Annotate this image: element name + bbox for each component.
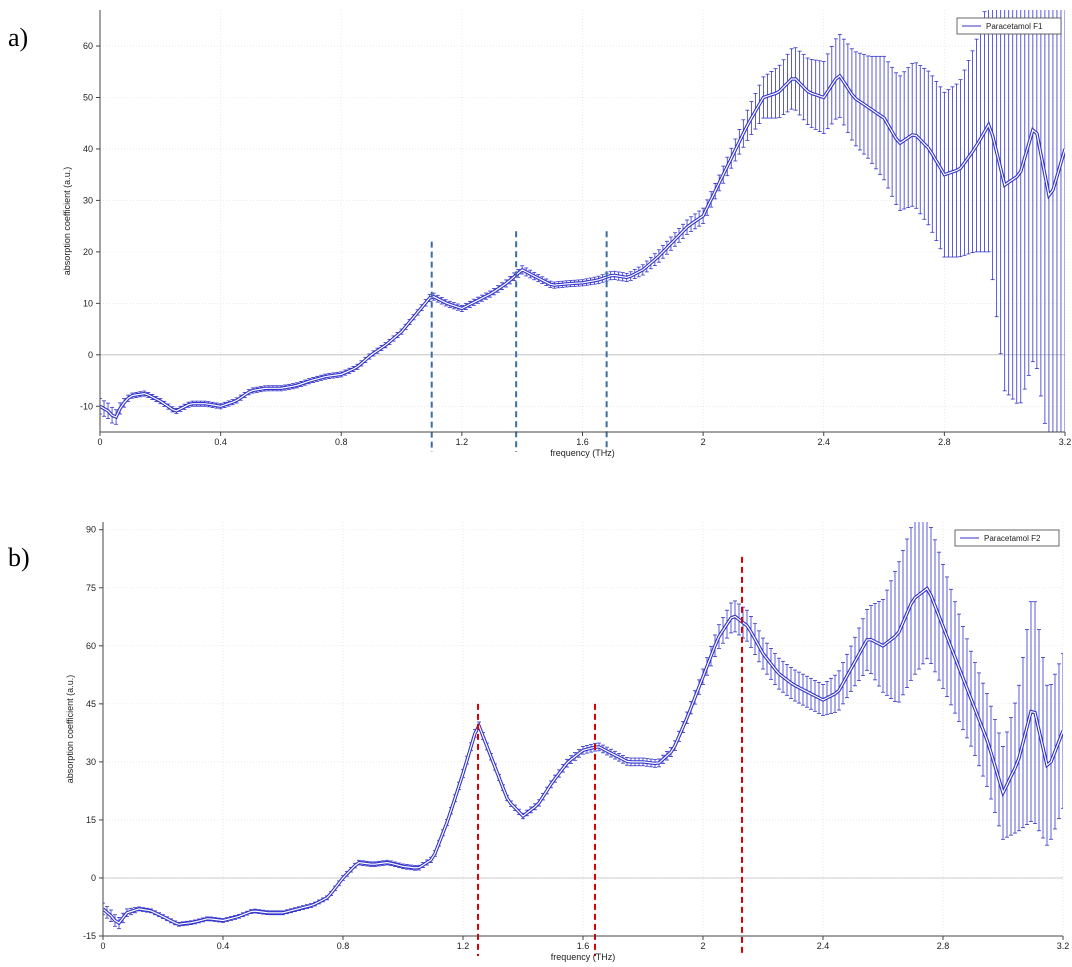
panel-a: a) 0 0.4 0.8 1.2 1.6 2 2.4 2.8 3.2 -10 0 10 20 30 40 50…: [8, 10, 1071, 458]
series-line: [103, 587, 1063, 925]
y-tick-label: -15: [83, 931, 96, 941]
x-tick-label: 2.4: [817, 941, 830, 951]
panel-b-legend: Paracetamol F2: [954, 529, 1060, 547]
x-tick-label: 2.8: [938, 437, 951, 447]
panel-a-legend-text: Paracetamol F1: [986, 22, 1043, 31]
panel-a-legend-box: [956, 17, 1062, 35]
x-tick-label: 0.8: [337, 941, 350, 951]
x-tick-label: 2: [701, 437, 706, 447]
panel-b-plot: [103, 522, 1063, 956]
panel-b-legend-box: [954, 529, 1060, 547]
x-tick-label: 1.6: [577, 941, 590, 951]
x-tick-label: 1.2: [457, 941, 470, 951]
panel-a-ylabel: absorption coefficient (a.u.): [62, 167, 72, 275]
x-tick-label: 0: [100, 941, 105, 951]
x-tick-label: 0.4: [214, 437, 227, 447]
y-tick-label: 40: [83, 144, 93, 154]
y-tick-label: 50: [83, 92, 93, 102]
y-tick-label: 30: [83, 195, 93, 205]
x-tick-label: 2: [700, 941, 705, 951]
y-tick-label: 20: [83, 247, 93, 257]
panel-a-xlabel: frequency (THz): [550, 448, 615, 458]
y-tick-label: 75: [86, 583, 96, 593]
panel-a-legend: Paracetamol F1: [956, 17, 1062, 35]
x-tick-label: 3.2: [1059, 437, 1072, 447]
x-tick-label: 2.8: [937, 941, 950, 951]
y-tick-label: 15: [86, 815, 96, 825]
y-tick-label: 30: [86, 757, 96, 767]
series-line: [100, 75, 1065, 418]
x-tick-label: 2.4: [817, 437, 830, 447]
y-tick-label: 90: [86, 525, 96, 535]
panel-a-axes: 0 0.4 0.8 1.2 1.6 2 2.4 2.8 3.2 -10 0 10 20 30 40 50 60: [80, 10, 1071, 447]
panel-b-legend-text: Paracetamol F2: [984, 534, 1041, 543]
y-tick-label: 0: [88, 350, 93, 360]
panel-a-label: a): [8, 23, 28, 52]
panel-b: b) 0 0.4 0.8 1.2 1.6 2 2.4 2.8 3.2 -15 0 15 30 45 60 75…: [8, 522, 1069, 962]
x-tick-label: 1.6: [576, 437, 589, 447]
panel-b-label: b): [8, 543, 30, 572]
y-tick-label: 10: [83, 298, 93, 308]
y-tick-label: 60: [83, 41, 93, 51]
x-tick-label: 3.2: [1057, 941, 1070, 951]
panel-b-ylabel: absorption coefficient (a.u.): [65, 675, 75, 783]
y-tick-label: -10: [80, 401, 93, 411]
y-tick-label: 0: [91, 873, 96, 883]
x-tick-label: 0.8: [335, 437, 348, 447]
panel-b-xlabel: frequency (THz): [551, 952, 616, 962]
y-tick-label: 45: [86, 699, 96, 709]
plot-area: [103, 522, 1063, 930]
x-tick-label: 1.2: [456, 437, 469, 447]
panel-b-axes: 0 0.4 0.8 1.2 1.6 2 2.4 2.8 3.2 -15 0 15 30 45 60 75 90: [83, 522, 1069, 951]
y-tick-label: 60: [86, 641, 96, 651]
x-tick-label: 0: [97, 437, 102, 447]
x-tick-label: 0.4: [217, 941, 230, 951]
